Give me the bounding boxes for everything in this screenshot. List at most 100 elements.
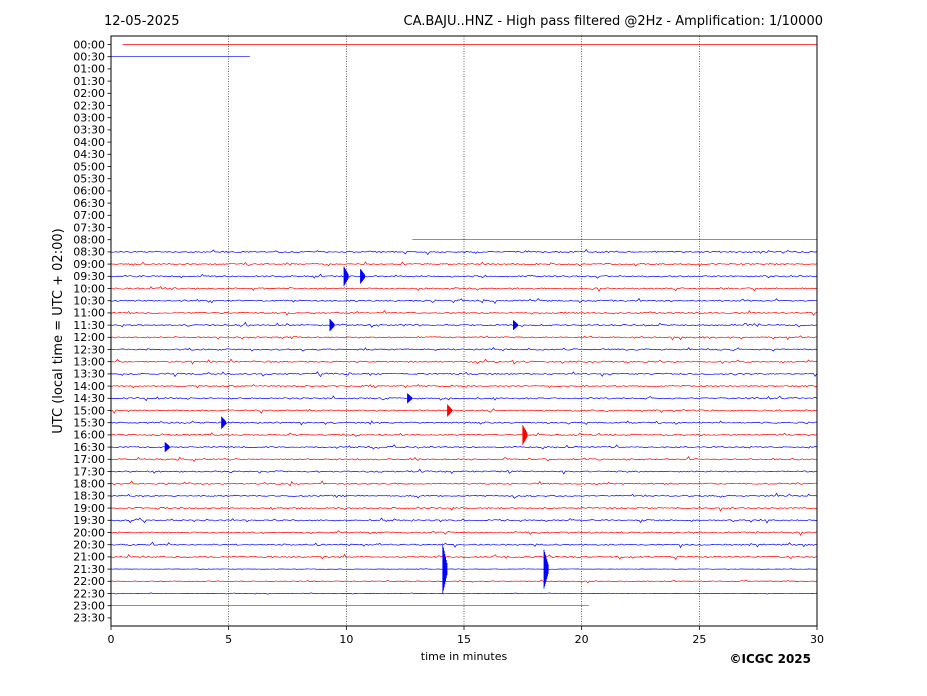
trace-line: [110, 541, 817, 549]
y-tick-label: 03:30: [73, 124, 105, 137]
y-tick-label: 14:00: [73, 380, 105, 393]
trace-line: [110, 420, 817, 426]
y-tick-label: 15:30: [73, 417, 105, 430]
x-tick-label: 5: [225, 633, 232, 646]
y-tick-label: 16:00: [73, 429, 105, 442]
trace-line: [110, 444, 817, 450]
trace-line: [110, 297, 817, 304]
seismic-traces: [110, 44, 817, 607]
trace-line: [110, 579, 817, 584]
x-axis-label: time in minutes: [421, 650, 508, 663]
trace-line: [110, 492, 817, 499]
y-tick-label: 20:30: [73, 539, 105, 552]
y-tick-label: 19:00: [73, 502, 105, 515]
y-tick-label: 11:00: [73, 307, 105, 320]
y-tick-label: 00:00: [73, 38, 105, 51]
y-tick-label: 05:00: [73, 160, 105, 173]
y-tick-label: 23:00: [73, 600, 105, 613]
y-tick-label: 18:30: [73, 490, 105, 503]
y-tick-label: 11:30: [73, 319, 105, 332]
y-tick-label: 13:30: [73, 368, 105, 381]
y-tick-label: 07:00: [73, 209, 105, 222]
trace-line: [110, 384, 817, 389]
x-tick-label: 15: [457, 633, 471, 646]
y-tick-label: 04:30: [73, 148, 105, 161]
trace-line: [110, 261, 817, 267]
y-tick-label: 09:30: [73, 270, 105, 283]
y-tick-label: 04:00: [73, 136, 105, 149]
event-spike: [407, 393, 413, 404]
event-spike: [522, 425, 528, 445]
copyright-text: ©ICGC 2025: [729, 652, 811, 666]
trace-line: [110, 592, 817, 595]
chart-title: CA.BAJU..HNZ - High pass filtered @2Hz -…: [404, 14, 824, 29]
y-tick-label: 18:00: [73, 478, 105, 491]
x-tick-label: 10: [339, 633, 353, 646]
y-tick-label: 15:00: [73, 404, 105, 417]
trace-line: [110, 553, 817, 561]
y-tick-label: 21:00: [73, 551, 105, 564]
trace-line: [110, 432, 817, 437]
y-tick-label: 17:00: [73, 453, 105, 466]
event-spike: [343, 266, 349, 287]
y-tick-label: 10:00: [73, 282, 105, 295]
y-tick-label: 01:00: [73, 63, 105, 76]
trace-line: [110, 358, 817, 365]
trace-line: [110, 408, 817, 414]
y-tick-label: 10:30: [73, 295, 105, 308]
y-tick-label: 02:30: [73, 99, 105, 112]
y-tick-label: 17:30: [73, 465, 105, 478]
trace-line: [110, 273, 817, 279]
y-tick-label: 13:00: [73, 356, 105, 369]
x-tick-label: 30: [810, 633, 824, 646]
y-tick-label: 07:30: [73, 221, 105, 234]
y-axis-ticks: 00:0000:3001:0001:3002:0002:3003:0003:30…: [73, 38, 111, 625]
y-tick-label: 06:30: [73, 197, 105, 210]
y-axis-label: UTC (local time = UTC + 02:00): [51, 228, 66, 433]
y-tick-label: 06:00: [73, 185, 105, 198]
trace-line: [110, 395, 817, 402]
trace-line: [110, 530, 817, 536]
event-spike: [221, 416, 227, 429]
trace-line: [110, 480, 817, 487]
event-spike: [447, 404, 453, 417]
x-tick-label: 0: [108, 633, 115, 646]
y-tick-label: 22:30: [73, 587, 105, 600]
x-tick-label: 20: [575, 633, 589, 646]
trace-line: [110, 321, 817, 328]
event-spike: [329, 319, 335, 332]
y-tick-label: 19:30: [73, 514, 105, 527]
y-tick-label: 16:30: [73, 441, 105, 454]
event-spike: [513, 320, 518, 330]
y-tick-label: 21:30: [73, 563, 105, 576]
trace-line: [110, 568, 817, 570]
x-axis-ticks: 0 5 10 15 20 25 30: [108, 626, 824, 646]
y-tick-label: 08:30: [73, 246, 105, 259]
vertical-gridlines: [228, 36, 700, 626]
trace-line: [110, 506, 817, 512]
trace-line: [110, 335, 817, 341]
y-tick-label: 22:00: [73, 575, 105, 588]
trace-line: [110, 455, 817, 462]
y-tick-label: 01:30: [73, 75, 105, 88]
trace-line: [110, 286, 817, 293]
trace-line: [110, 309, 817, 316]
y-tick-label: 02:00: [73, 87, 105, 100]
y-tick-label: 12:00: [73, 331, 105, 344]
y-tick-label: 14:30: [73, 392, 105, 405]
trace-line: [110, 468, 817, 475]
y-tick-label: 09:00: [73, 258, 105, 271]
y-tick-label: 23:30: [73, 612, 105, 625]
trace-line: [110, 371, 817, 378]
y-tick-label: 03:00: [73, 112, 105, 125]
trace-line: [110, 347, 817, 352]
event-spike: [543, 549, 549, 589]
y-tick-label: 08:00: [73, 234, 105, 247]
seismic-events: [164, 266, 549, 594]
event-spike: [360, 269, 366, 284]
event-spike: [442, 544, 448, 594]
trace-line: [110, 517, 817, 524]
trace-line: [110, 248, 817, 256]
y-tick-label: 20:00: [73, 526, 105, 539]
